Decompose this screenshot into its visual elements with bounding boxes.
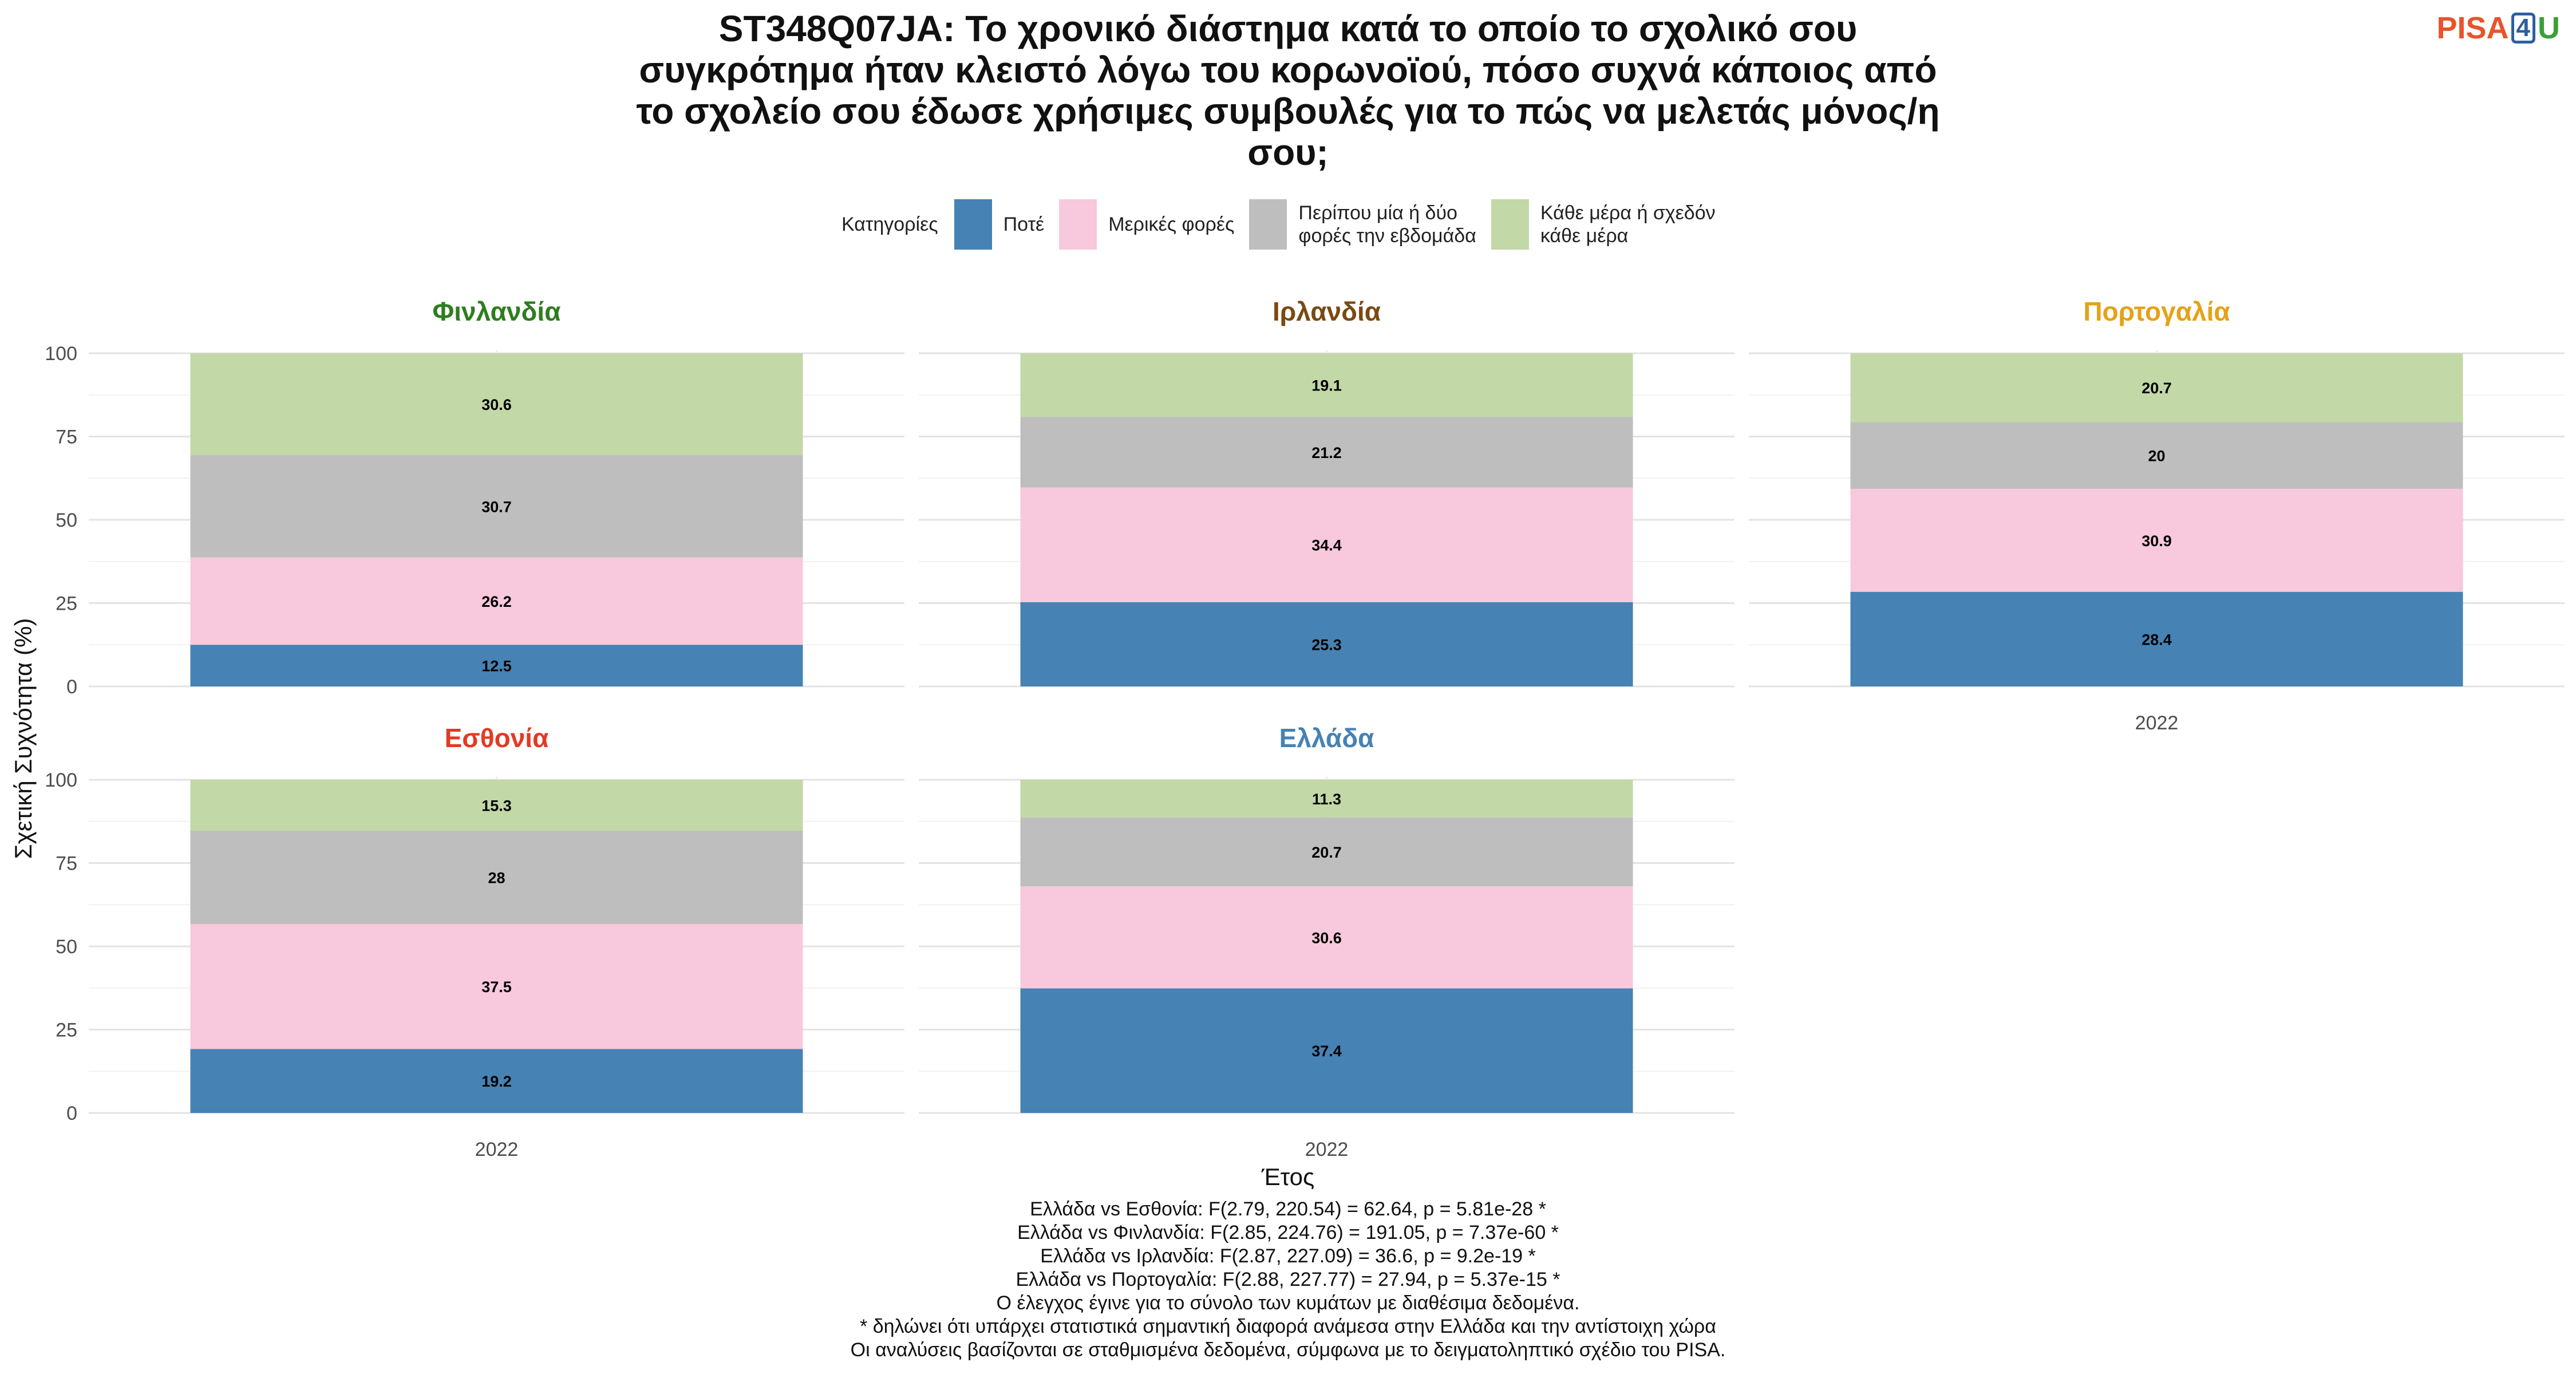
note-line: Ελλάδα vs Εσθονία: F(2.79, 220.54) = 62.… [1030, 1198, 1546, 1220]
chart-title: ST348Q07JA: Το χρονικό διάστημα κατά το … [572, 8, 2004, 173]
legend-label-line: Περίπου μία ή δύο [1298, 202, 1457, 224]
title-line: το σχολείο σου έδωσε χρήσιμες συμβουλές … [636, 90, 1940, 132]
legend-label-sometimes: Μερικές φορές [1108, 213, 1234, 236]
y-tick-label: 100 [45, 769, 77, 791]
bar-segment [1850, 488, 2463, 592]
data-label: 34.4 [1311, 537, 1342, 554]
bar-segment [1020, 886, 1633, 989]
data-label: 20.7 [2142, 380, 2172, 397]
x-tick-label: 2022 [1305, 1139, 1349, 1160]
data-label: 15.3 [481, 797, 512, 815]
bar-segment [1850, 591, 2463, 686]
note-line: Οι αναλύσεις βασίζονται σε σταθμισμένα δ… [850, 1339, 1726, 1361]
data-label: 30.6 [481, 396, 512, 413]
panel-title: Φινλανδία [433, 297, 561, 326]
bar-segment [190, 353, 803, 456]
y-axis-title: Σχετική Συχνότητα (%) [10, 618, 37, 859]
note-line: Ελλάδα vs Πορτογαλία: F(2.88, 227.77) = … [1016, 1269, 1560, 1290]
note-line: Ελλάδα vs Ιρλανδία: F(2.87, 227.09) = 36… [1040, 1245, 1536, 1267]
y-tick-label: 0 [66, 676, 77, 698]
legend-swatch-never [954, 199, 992, 250]
bar-segment [190, 831, 803, 925]
panel-title: Πορτογαλία [2083, 297, 2230, 326]
legend-swatch-daily [1491, 199, 1529, 250]
legend-label-line: Κάθε μέρα ή σχεδόν [1540, 202, 1716, 224]
y-tick-label: 25 [56, 593, 77, 615]
title-line: συγκρότημα ήταν κλειστό λόγω του κορωνοϊ… [639, 49, 1937, 90]
data-label: 12.5 [481, 658, 512, 675]
y-tick-label: 75 [56, 427, 77, 448]
data-label: 20.7 [1311, 844, 1342, 861]
y-tick-label: 0 [66, 1103, 77, 1124]
x-tick-label: 2022 [2135, 712, 2179, 734]
y-tick-label: 75 [56, 853, 77, 875]
note-line: Ελλάδα vs Φινλανδία: F(2.85, 224.76) = 1… [1017, 1222, 1559, 1243]
panel-title: Εσθονία [445, 723, 549, 753]
bar-segment [1020, 353, 1633, 417]
panel-title: Ιρλανδία [1273, 297, 1381, 326]
logo-text-four: 4 [2511, 13, 2535, 44]
data-label: 26.2 [481, 593, 512, 610]
x-axis-title: Έτος [1261, 1163, 1315, 1190]
y-tick-label: 50 [56, 936, 77, 958]
x-tick-label: 2022 [475, 1139, 519, 1160]
data-label: 21.2 [1311, 444, 1342, 461]
legend-swatch-weekly [1249, 199, 1287, 250]
data-label: 30.6 [1311, 929, 1342, 946]
data-label: 37.4 [1311, 1043, 1342, 1060]
bar-segment [1020, 988, 1633, 1113]
bar-segment [1850, 422, 2463, 489]
legend-title: Κατηγορίες [841, 213, 938, 235]
data-label: 11.3 [1312, 791, 1341, 808]
data-label: 19.2 [481, 1073, 512, 1090]
bar-segment [1020, 817, 1633, 887]
bar-segment [1020, 602, 1633, 686]
title-line: ST348Q07JA: Το χρονικό διάστημα κατά το … [718, 8, 1858, 49]
legend-label-line: φορές την εβδομάδα [1298, 225, 1476, 247]
data-label: 28.4 [2142, 631, 2172, 648]
title-line: σου; [1247, 132, 1329, 173]
note-line: * δηλώνει ότι υπάρχει στατιστικά σημαντι… [860, 1316, 1716, 1337]
bar-segment [190, 780, 803, 831]
statistical-notes: Ελλάδα vs Εσθονία: F(2.79, 220.54) = 62.… [572, 1198, 2004, 1362]
bar-segment [190, 455, 803, 558]
bar-segment [190, 924, 803, 1049]
y-tick-label: 25 [56, 1020, 77, 1041]
bar-segment [1020, 780, 1633, 818]
bar-segment [190, 645, 803, 686]
note-line: Ο έλεγχος έγινε για το σύνολο των κυμάτω… [996, 1292, 1580, 1314]
legend-swatch-sometimes [1059, 199, 1097, 250]
bar-segment [1020, 487, 1633, 602]
data-label: 25.3 [1311, 636, 1342, 653]
data-label: 20 [2148, 448, 2165, 465]
logo-text-pisa: PISA [2436, 11, 2509, 45]
legend-item-daily: Κάθε μέρα ή σχεδόν κάθε μέρα [1491, 199, 1716, 250]
legend: Κατηγορίες Ποτέ Μερικές φορές Περίπου μί… [841, 198, 1730, 251]
data-label: 30.7 [481, 498, 512, 515]
bar-segment [190, 557, 803, 645]
data-label: 37.5 [481, 978, 512, 996]
legend-label-line: Ποτέ [1003, 214, 1045, 235]
bar-segment [190, 1049, 803, 1113]
data-label: 30.9 [2142, 532, 2172, 550]
bar-segment [1020, 417, 1633, 488]
data-label: 19.1 [1311, 377, 1342, 394]
legend-label-never: Ποτέ [1003, 213, 1045, 236]
legend-label-daily: Κάθε μέρα ή σχεδόν κάθε μέρα [1540, 202, 1716, 247]
y-tick-label: 50 [56, 510, 77, 531]
legend-item-sometimes: Μερικές φορές [1059, 199, 1234, 250]
panel-title: Ελλάδα [1279, 723, 1374, 753]
pisa4u-logo: PISA 4 U [2436, 10, 2560, 46]
logo-text-u: U [2538, 11, 2560, 45]
legend-label-line: Μερικές φορές [1108, 214, 1235, 235]
legend-item-never: Ποτέ [954, 199, 1045, 250]
legend-item-weekly: Περίπου μία ή δύο φορές την εβδομάδα [1249, 199, 1476, 250]
y-tick-label: 100 [45, 343, 77, 365]
legend-label-weekly: Περίπου μία ή δύο φορές την εβδομάδα [1298, 202, 1476, 247]
data-label: 28 [488, 870, 505, 887]
legend-label-line: κάθε μέρα [1540, 225, 1629, 247]
bar-segment [1850, 353, 2463, 423]
